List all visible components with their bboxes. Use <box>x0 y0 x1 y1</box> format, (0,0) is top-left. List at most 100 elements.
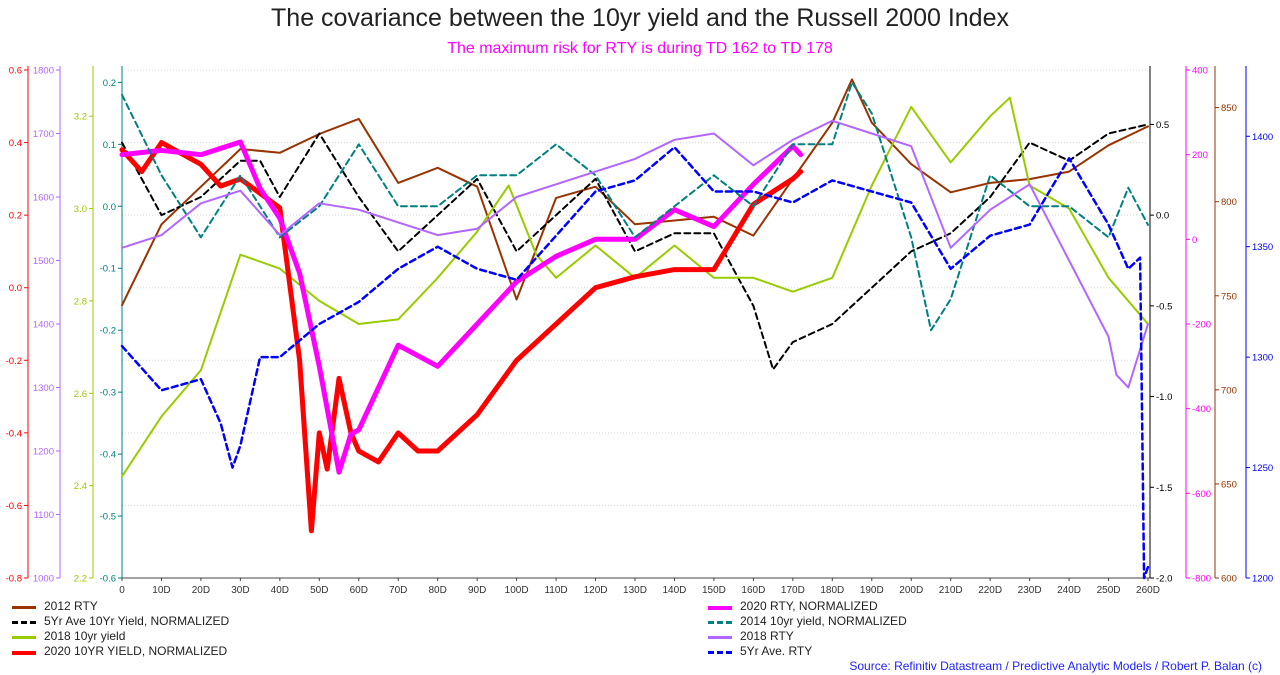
x-tick-label: 150D <box>702 585 726 596</box>
y-tick-label: -0.6 <box>100 574 116 585</box>
y-tick-label: 2.8 <box>74 296 87 307</box>
x-tick-label: 50D <box>310 585 328 596</box>
x-tick-label: 260D <box>1136 585 1160 596</box>
y-tick-label: -0.4 <box>6 428 22 439</box>
x-tick-label: 140D <box>663 585 687 596</box>
y-tick-label: -0.8 <box>6 574 22 585</box>
x-tick-label: 240D <box>1057 585 1081 596</box>
legend-label: 2012 RTY <box>44 599 98 613</box>
y-tick-label: -1.5 <box>1156 483 1172 494</box>
legend-swatch <box>708 651 732 654</box>
y-tick-label: 1600 <box>33 193 54 204</box>
legend-label: 5Yr Ave 10Yr Yield, NORMALIZED <box>44 614 230 628</box>
y-tick-label: 0.1 <box>103 140 116 151</box>
y-tick-label: 2.2 <box>74 574 87 585</box>
series-line-2 <box>121 96 1149 478</box>
y-tick-label: 1800 <box>33 66 54 77</box>
y-tick-label: 0.6 <box>9 66 22 77</box>
y-tick-label: -0.5 <box>1156 301 1172 312</box>
y-tick-label: -200 <box>1192 320 1211 331</box>
x-tick-label: 170D <box>781 585 805 596</box>
legend-label: 2020 RTY, NORMALIZED <box>740 599 878 613</box>
series-line-1 <box>121 123 1149 371</box>
legend-swatch <box>12 651 36 655</box>
y-tick-label: -0.2 <box>100 326 116 337</box>
y-tick-label: 850 <box>1221 103 1237 114</box>
y-tick-label: 0 <box>1192 235 1197 246</box>
x-tick-label: 60D <box>350 585 368 596</box>
chart-subtitle: The maximum risk for RTY is during TD 16… <box>447 40 833 57</box>
y-tick-label: 1100 <box>34 510 54 521</box>
y-tick-label: -0.4 <box>100 450 116 461</box>
y-tick-label: 2.4 <box>74 481 87 492</box>
x-tick-label: 20D <box>192 585 210 596</box>
y-tick-label: 2.6 <box>74 389 87 400</box>
x-tick-label: 70D <box>389 585 407 596</box>
legend-swatch <box>12 621 36 624</box>
legend-label: 2018 10yr yield <box>44 629 126 643</box>
x-tick-label: 90D <box>468 585 486 596</box>
x-tick-label: 40D <box>271 585 289 596</box>
chart-title: The covariance between the 10yr yield an… <box>271 4 1009 32</box>
y-tick-label: 0.0 <box>103 202 116 213</box>
x-tick-label: 80D <box>429 585 447 596</box>
y-tick-label: 1700 <box>33 129 54 140</box>
y-tick-label: 1500 <box>33 256 54 267</box>
y-tick-label: 1200 <box>1252 574 1273 585</box>
y-tick-label: 0.5 <box>1156 120 1169 131</box>
x-tick-label: 0 <box>119 585 125 596</box>
legend-swatch <box>708 606 732 610</box>
y-tick-label: -1.0 <box>1156 392 1172 403</box>
y-tick-label: 0.0 <box>9 283 22 294</box>
y-tick-label: 1300 <box>1252 353 1273 364</box>
source-note: Source: Refinitiv Datastream / Predictiv… <box>849 659 1262 673</box>
x-tick-label: 190D <box>860 585 884 596</box>
x-tick-label: 110D <box>544 585 567 596</box>
y-tick-label: 1400 <box>33 320 54 331</box>
y-tick-label: -0.5 <box>100 512 116 523</box>
legend-label: 5Yr Ave. RTY <box>740 644 813 658</box>
y-tick-label: 750 <box>1221 291 1237 302</box>
legend-label: 2014 10yr yield, NORMALIZED <box>740 614 907 628</box>
y-tick-label: 1350 <box>1252 242 1273 253</box>
y-tick-label: 3.2 <box>74 112 87 123</box>
y-tick-label: 0.2 <box>103 78 116 89</box>
series-line-4 <box>119 139 804 475</box>
legend-label: 2018 RTY <box>740 629 794 643</box>
y-tick-label: 1250 <box>1252 463 1273 474</box>
legend-swatch <box>12 606 36 609</box>
legend-swatch <box>12 636 36 639</box>
x-tick-label: 220D <box>978 585 1002 596</box>
x-tick-label: 250D <box>1097 585 1121 596</box>
y-tick-label: 650 <box>1221 479 1237 490</box>
series-line-3 <box>119 140 804 534</box>
y-tick-label: -2.0 <box>1156 574 1172 585</box>
x-tick-label: 160D <box>741 585 765 596</box>
y-tick-label: 600 <box>1221 574 1237 585</box>
x-tick-label: 180D <box>820 585 844 596</box>
y-tick-label: 0.2 <box>9 211 22 222</box>
y-tick-label: 1300 <box>33 383 54 394</box>
y-tick-label: 0.0 <box>1156 211 1169 222</box>
y-tick-label: 0.4 <box>9 138 22 149</box>
x-tick-label: 200D <box>899 585 923 596</box>
legend-swatch <box>708 636 732 639</box>
series-line-7 <box>120 146 1150 580</box>
series-line-0 <box>121 78 1149 307</box>
y-tick-label: -600 <box>1192 489 1211 500</box>
x-tick-label: 10D <box>152 585 170 596</box>
y-tick-label: 1000 <box>33 574 54 585</box>
x-tick-label: 120D <box>584 585 608 596</box>
y-tick-label: -0.6 <box>6 501 22 512</box>
x-tick-label: 130D <box>623 585 647 596</box>
series-line-5 <box>121 81 1149 332</box>
y-tick-label: 1400 <box>1252 132 1273 143</box>
y-tick-label: -800 <box>1192 574 1211 585</box>
y-tick-label: -0.3 <box>100 388 116 399</box>
legend-label: 2020 10YR YIELD, NORMALIZED <box>44 644 228 658</box>
x-tick-label: 30D <box>231 585 249 596</box>
series-line-6 <box>121 119 1149 389</box>
x-tick-label: 210D <box>939 585 963 596</box>
y-tick-label: -0.1 <box>100 264 116 275</box>
x-tick-label: 230D <box>1018 585 1042 596</box>
